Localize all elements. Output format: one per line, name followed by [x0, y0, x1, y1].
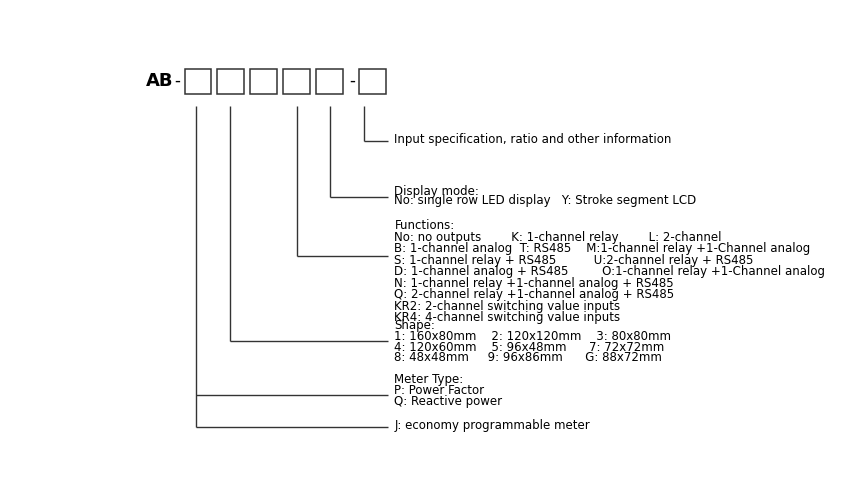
Text: No: no outputs        K: 1-channel relay        L: 2-channel: No: no outputs K: 1-channel relay L: 2-c…	[394, 230, 722, 243]
Text: S: 1-channel relay + RS485          U:2-channel relay + RS485: S: 1-channel relay + RS485 U:2-channel r…	[394, 254, 753, 266]
Bar	[359, 68, 386, 94]
Text: KR4: 4-channel switching value inputs: KR4: 4-channel switching value inputs	[394, 312, 621, 324]
Text: J: economy programmable meter: J: economy programmable meter	[394, 419, 590, 432]
Text: P: Power Factor: P: Power Factor	[394, 384, 484, 397]
Text: Q: 2-channel relay +1-channel analog + RS485: Q: 2-channel relay +1-channel analog + R…	[394, 288, 674, 302]
Bar	[185, 68, 212, 94]
Text: No: single row LED display   Y: Stroke segment LCD: No: single row LED display Y: Stroke seg…	[394, 194, 697, 207]
Text: Meter Type:: Meter Type:	[394, 373, 464, 386]
Text: D: 1-channel analog + RS485         O:1-channel relay +1-Channel analog: D: 1-channel analog + RS485 O:1-channel …	[394, 265, 825, 278]
Bar	[218, 68, 245, 94]
Bar	[284, 68, 311, 94]
Text: -: -	[349, 72, 355, 90]
Text: N: 1-channel relay +1-channel analog + RS485: N: 1-channel relay +1-channel analog + R…	[394, 277, 674, 290]
Text: 8: 48x48mm     9: 96x86mm      G: 88x72mm: 8: 48x48mm 9: 96x86mm G: 88x72mm	[394, 352, 662, 364]
Text: Functions:: Functions:	[394, 219, 455, 232]
Bar	[316, 68, 343, 94]
Text: Input specification, ratio and other information: Input specification, ratio and other inf…	[394, 133, 672, 146]
Text: 1: 160x80mm    2: 120x120mm    3: 80x80mm: 1: 160x80mm 2: 120x120mm 3: 80x80mm	[394, 330, 671, 343]
Text: 4: 120x60mm    5: 96x48mm      7: 72x72mm: 4: 120x60mm 5: 96x48mm 7: 72x72mm	[394, 340, 665, 353]
Text: B: 1-channel analog  T: RS485    M:1-channel relay +1-Channel analog: B: 1-channel analog T: RS485 M:1-channel…	[394, 242, 811, 255]
Text: Display mode:: Display mode:	[394, 185, 479, 198]
Text: KR2: 2-channel switching value inputs: KR2: 2-channel switching value inputs	[394, 300, 621, 313]
Text: -: -	[174, 72, 181, 90]
Text: Shape:: Shape:	[394, 319, 435, 332]
Bar	[251, 68, 278, 94]
Text: AB: AB	[146, 72, 173, 90]
Text: Q: Reactive power: Q: Reactive power	[394, 394, 503, 407]
